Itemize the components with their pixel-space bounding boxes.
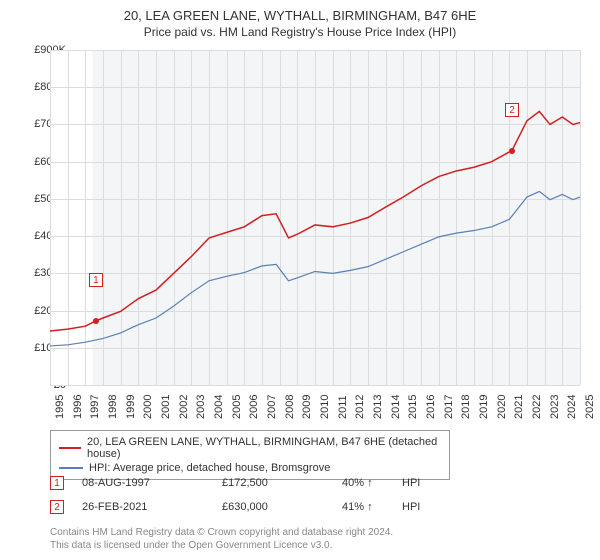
x-tick-label: 2003 [195, 395, 207, 419]
transaction-row: 2 26-FEB-2021 £630,000 41% ↑ HPI [50, 500, 580, 514]
x-tick-label: 2012 [354, 395, 366, 419]
transaction-date: 08-AUG-1997 [82, 477, 222, 489]
transaction-pct: 41% ↑ [342, 501, 402, 513]
x-tick-label: 2017 [443, 395, 455, 419]
x-tick-label: 1998 [107, 395, 119, 419]
x-tick-label: 1999 [125, 395, 137, 419]
legend-label-hpi: HPI: Average price, detached house, Brom… [89, 462, 330, 474]
x-tick-label: 2009 [301, 395, 313, 419]
legend-swatch-price [59, 447, 81, 449]
footer-line2: This data is licensed under the Open Gov… [50, 539, 393, 552]
x-tick-label: 2011 [337, 395, 349, 419]
transaction-date: 26-FEB-2021 [82, 501, 222, 513]
x-tick-label: 2015 [407, 395, 419, 419]
x-tick-label: 2002 [178, 395, 190, 419]
legend-item-price: 20, LEA GREEN LANE, WYTHALL, BIRMINGHAM,… [59, 435, 441, 461]
transaction-vs: HPI [402, 477, 420, 489]
x-tick-label: 2000 [142, 395, 154, 419]
x-tick-label: 2013 [372, 395, 384, 419]
transaction-price: £172,500 [222, 477, 342, 489]
x-tick-label: 2019 [478, 395, 490, 419]
x-tick-label: 2008 [284, 395, 296, 419]
x-tick-label: 2007 [266, 395, 278, 419]
chart-title-address: 20, LEA GREEN LANE, WYTHALL, BIRMINGHAM,… [0, 0, 600, 23]
x-tick-label: 2025 [584, 395, 596, 419]
transaction-vs: HPI [402, 501, 420, 513]
x-tick-label: 2018 [460, 395, 472, 419]
legend: 20, LEA GREEN LANE, WYTHALL, BIRMINGHAM,… [50, 430, 450, 480]
footer-attribution: Contains HM Land Registry data © Crown c… [50, 526, 393, 552]
transaction-price: £630,000 [222, 501, 342, 513]
chart-lines [50, 50, 580, 385]
footer-line1: Contains HM Land Registry data © Crown c… [50, 526, 393, 539]
marker-label: 1 [89, 273, 103, 287]
x-tick-label: 2024 [566, 395, 578, 419]
series-line-hpi [50, 191, 580, 345]
x-tick-label: 1997 [89, 395, 101, 419]
chart-title-sub: Price paid vs. HM Land Registry's House … [0, 23, 600, 39]
x-tick-label: 2023 [549, 395, 561, 419]
chart-container: 20, LEA GREEN LANE, WYTHALL, BIRMINGHAM,… [0, 0, 600, 560]
legend-label-price: 20, LEA GREEN LANE, WYTHALL, BIRMINGHAM,… [87, 436, 441, 460]
x-tick-label: 2016 [425, 395, 437, 419]
series-line-price_paid [50, 111, 580, 331]
x-tick-label: 2020 [496, 395, 508, 419]
marker-dot [93, 318, 99, 324]
x-tick-label: 2004 [213, 395, 225, 419]
x-tick-label: 1996 [72, 395, 84, 419]
x-tick-label: 2006 [248, 395, 260, 419]
plot-area: 12 [50, 50, 580, 385]
transaction-pct: 40% ↑ [342, 477, 402, 489]
transaction-marker-icon: 2 [50, 500, 64, 514]
transaction-marker-icon: 1 [50, 476, 64, 490]
x-tick-label: 2010 [319, 395, 331, 419]
x-tick-label: 2001 [160, 395, 172, 419]
marker-label: 2 [505, 103, 519, 117]
x-tick-label: 2021 [513, 395, 525, 419]
transaction-row: 1 08-AUG-1997 £172,500 40% ↑ HPI [50, 476, 580, 490]
x-tick-label: 2022 [531, 395, 543, 419]
x-tick-label: 2014 [390, 395, 402, 419]
x-tick-label: 2005 [231, 395, 243, 419]
legend-swatch-hpi [59, 467, 83, 469]
marker-dot [509, 148, 515, 154]
legend-item-hpi: HPI: Average price, detached house, Brom… [59, 461, 441, 475]
x-tick-label: 1995 [54, 395, 66, 419]
